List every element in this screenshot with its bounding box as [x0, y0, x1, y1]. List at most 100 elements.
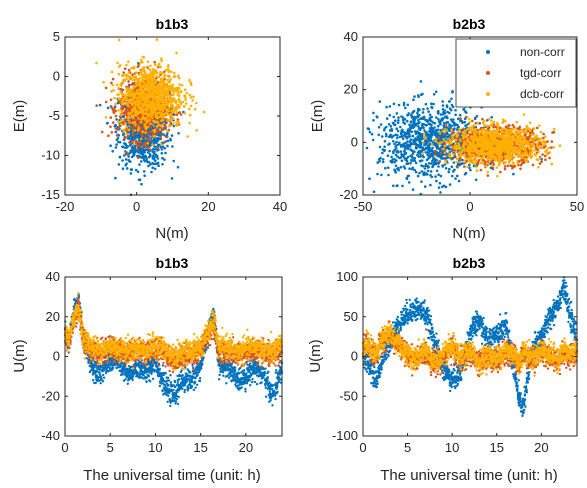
- point: [442, 132, 446, 136]
- point: [169, 118, 172, 122]
- point: [432, 156, 435, 160]
- point: [111, 149, 114, 153]
- point: [392, 123, 396, 126]
- point: [512, 172, 515, 176]
- point: [410, 116, 414, 119]
- point: [402, 103, 406, 107]
- point: [136, 170, 140, 174]
- point: [120, 123, 123, 126]
- point: [145, 102, 148, 106]
- point: [448, 111, 451, 115]
- point: [378, 145, 382, 149]
- point: [463, 110, 467, 113]
- point: [152, 129, 155, 132]
- point: [383, 127, 387, 130]
- point: [434, 175, 437, 178]
- point: [171, 145, 174, 148]
- point: [456, 163, 460, 167]
- point: [112, 88, 115, 92]
- point: [424, 147, 427, 151]
- point: [486, 153, 490, 157]
- point: [421, 137, 424, 140]
- point: [424, 151, 428, 154]
- point: [117, 127, 120, 131]
- point: [139, 76, 142, 80]
- point: [504, 125, 508, 129]
- point: [141, 96, 144, 99]
- point: [426, 107, 429, 110]
- point: [165, 121, 168, 125]
- point: [166, 130, 169, 133]
- point: [516, 159, 519, 163]
- point: [537, 140, 540, 143]
- point: [409, 138, 413, 141]
- point: [152, 119, 155, 123]
- point: [437, 111, 440, 114]
- point: [495, 166, 499, 169]
- point: [133, 144, 137, 148]
- point: [392, 184, 395, 188]
- x-tick-label: 0: [133, 199, 140, 214]
- point: [176, 120, 180, 124]
- point: [450, 156, 453, 160]
- point: [392, 102, 396, 106]
- point: [403, 118, 407, 121]
- point: [140, 99, 143, 102]
- point: [127, 68, 131, 72]
- point: [152, 82, 156, 86]
- point: [122, 115, 125, 118]
- point: [506, 164, 510, 168]
- point: [136, 92, 140, 96]
- point: [476, 121, 480, 125]
- point: [481, 117, 484, 121]
- point: [552, 127, 556, 131]
- point: [159, 70, 162, 74]
- point: [419, 141, 422, 145]
- point: [394, 164, 398, 168]
- point: [150, 83, 154, 86]
- point: [401, 184, 404, 188]
- point: [395, 112, 399, 115]
- point: [474, 178, 478, 182]
- point: [183, 88, 187, 91]
- point: [383, 140, 387, 143]
- point: [130, 66, 133, 70]
- point: [139, 102, 143, 105]
- point: [446, 116, 449, 120]
- point: [136, 144, 139, 147]
- point: [486, 174, 490, 177]
- point: [458, 127, 461, 131]
- point: [136, 128, 140, 132]
- point: [129, 149, 132, 152]
- point: [452, 161, 456, 164]
- point: [421, 111, 425, 114]
- point: [161, 88, 164, 92]
- point: [487, 117, 491, 121]
- point: [441, 100, 445, 103]
- point: [490, 124, 494, 127]
- point: [147, 137, 150, 141]
- point: [537, 166, 540, 169]
- point: [533, 152, 537, 156]
- point: [532, 127, 536, 130]
- point: [170, 102, 173, 106]
- point: [166, 101, 170, 105]
- point: [380, 173, 383, 177]
- point: [130, 146, 134, 150]
- point: [149, 77, 152, 80]
- point: [145, 100, 149, 103]
- point: [145, 116, 148, 120]
- point: [406, 140, 409, 143]
- point: [511, 123, 515, 127]
- point: [430, 132, 433, 135]
- point: [160, 132, 164, 136]
- point: [154, 78, 157, 82]
- point: [142, 73, 145, 77]
- point: [172, 107, 176, 110]
- point: [407, 130, 410, 133]
- point: [507, 124, 510, 127]
- point: [151, 87, 155, 90]
- point: [421, 146, 425, 149]
- point: [155, 87, 158, 91]
- point: [126, 145, 130, 148]
